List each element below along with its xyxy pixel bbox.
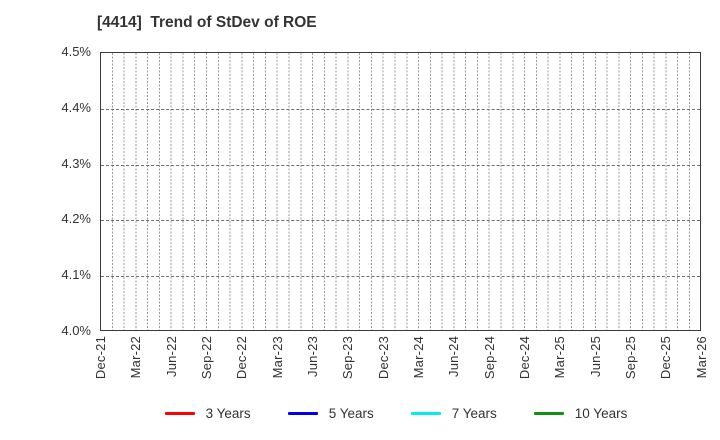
plot-area <box>100 52 701 331</box>
x-tick-label: Dec-23 <box>376 336 391 380</box>
y-tick-label: 4.2% <box>61 211 91 227</box>
x-tick-label: Mar-23 <box>270 336 285 379</box>
x-tick-label: Jun-23 <box>305 336 320 377</box>
legend-label: 5 Years <box>328 406 374 421</box>
gridline-4-1pct <box>101 276 700 278</box>
x-tick-label: Mar-26 <box>694 336 709 379</box>
y-tick-label: 4.1% <box>61 267 91 283</box>
y-tick-label: 4.4% <box>61 99 91 115</box>
legend-item-10-years: 10 Years <box>533 406 628 421</box>
gridline-4-3pct <box>101 164 700 166</box>
legend-label: 3 Years <box>205 406 251 421</box>
legend: 3 Years 5 Years 7 Years 10 Years <box>0 406 720 421</box>
x-tick-label: Mar-25 <box>552 336 567 379</box>
x-tick-label: Dec-22 <box>234 336 249 380</box>
y-tick-label: 4.3% <box>61 155 91 171</box>
x-tick-label: Jun-24 <box>446 336 461 377</box>
legend-line-cyan <box>410 412 441 415</box>
legend-item-5-years: 5 Years <box>287 406 374 421</box>
legend-item-7-years: 7 Years <box>410 406 497 421</box>
legend-label: 7 Years <box>451 406 497 421</box>
y-tick-label: 4.5% <box>61 44 91 59</box>
legend-label: 10 Years <box>574 406 628 421</box>
x-tick-label: Jun-22 <box>164 336 179 377</box>
x-tick-label: Dec-25 <box>658 336 673 380</box>
gridline-4-2pct <box>101 220 700 222</box>
y-tick-label: 4.0% <box>61 323 91 338</box>
x-tick-label: Mar-22 <box>128 336 143 379</box>
x-tick-label: Dec-24 <box>517 336 532 380</box>
x-tick-label: Sep-22 <box>199 336 214 380</box>
legend-line-green <box>533 412 564 415</box>
legend-line-blue <box>287 412 318 415</box>
chart-title: [4414] Trend of StDev of ROE <box>97 14 317 31</box>
x-tick-label: Dec-21 <box>93 336 108 380</box>
gridline-4-4pct <box>101 108 700 110</box>
legend-line-red <box>164 412 195 415</box>
x-tick-label: Sep-23 <box>340 336 355 380</box>
legend-item-3-years: 3 Years <box>164 406 251 421</box>
x-tick-label: Sep-25 <box>623 336 638 380</box>
x-tick-label: Sep-24 <box>482 336 497 380</box>
x-tick-label: Jun-25 <box>588 336 603 377</box>
x-tick-label: Mar-24 <box>411 336 426 379</box>
